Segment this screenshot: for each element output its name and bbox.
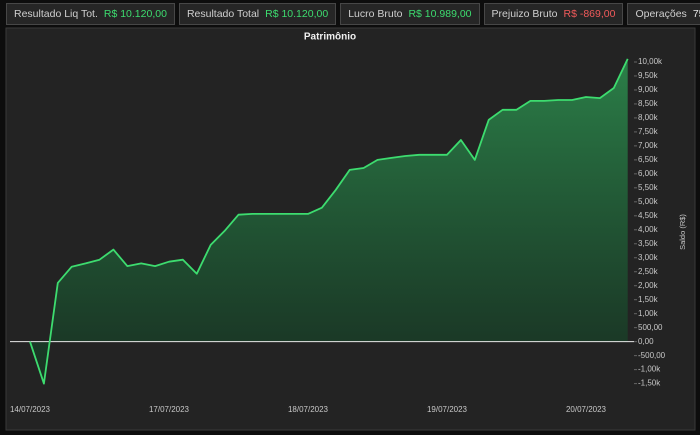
y-tick-label: 3,00k xyxy=(638,253,659,262)
y-axis-title: Saldo (R$) xyxy=(678,214,687,250)
y-tick-label: 5,00k xyxy=(638,197,659,206)
y-tick-label: 8,50k xyxy=(638,99,659,108)
stat-label: Resultado Liq Tot. xyxy=(14,8,98,20)
y-tick-label: -1,50k xyxy=(638,379,661,388)
y-tick-label: 5,50k xyxy=(638,183,659,192)
x-tick-label: 14/07/2023 xyxy=(10,405,51,414)
stat-label: Lucro Bruto xyxy=(348,8,403,20)
y-tick-label: 6,50k xyxy=(638,155,659,164)
y-tick-label: 8,00k xyxy=(638,113,659,122)
x-tick-label: 20/07/2023 xyxy=(566,405,607,414)
stat: Resultado Liq Tot. R$ 10.120,00 xyxy=(6,3,175,25)
stat-value: R$ -869,00 xyxy=(563,8,616,20)
stat: Lucro Bruto R$ 10.989,00 xyxy=(340,3,480,25)
line xyxy=(29,58,629,385)
y-tick-label: 0,00 xyxy=(638,337,654,346)
y-tick-label: 9,00k xyxy=(638,85,659,94)
area xyxy=(30,58,628,384)
stat-label: Resultado Total xyxy=(186,8,260,20)
y-tick-label: 2,50k xyxy=(638,267,659,276)
x-tick-label: 17/07/2023 xyxy=(149,405,190,414)
y-tick-label: 4,00k xyxy=(638,225,659,234)
stat-value: R$ 10.989,00 xyxy=(408,8,472,20)
chart-title: Patrimônio xyxy=(304,32,356,43)
y-tick-label: 500,00 xyxy=(638,323,663,332)
x-tick-label: 19/07/2023 xyxy=(427,405,468,414)
y-tick-label: 9,50k xyxy=(638,71,659,80)
y-tick-label: 2,00k xyxy=(638,281,659,290)
stat-label: Prejuizo Bruto xyxy=(491,8,558,20)
stat-label: Operações xyxy=(635,8,687,20)
y-tick-label: 10,00k xyxy=(638,57,663,66)
y-tick-label: 6,00k xyxy=(638,169,659,178)
y-tick-label: 1,50k xyxy=(638,295,659,304)
y-tick-label: 3,50k xyxy=(638,239,659,248)
y-tick-label: 1,00k xyxy=(638,309,659,318)
stat-value: 75 xyxy=(692,8,700,20)
y-tick-label: 7,50k xyxy=(638,127,659,136)
y-tick-label: 4,50k xyxy=(638,211,659,220)
stat: Operações 75 xyxy=(627,3,700,25)
stat-value: R$ 10.120,00 xyxy=(103,8,167,20)
y-tick-label: 7,00k xyxy=(638,141,659,150)
stat: Prejuizo Bruto R$ -869,00 xyxy=(483,3,624,25)
stats-bar: Resultado Liq Tot. R$ 10.120,00 Resultado … xyxy=(6,3,700,25)
x-tick-label: 18/07/2023 xyxy=(288,405,329,414)
stat-value: R$ 10.120,00 xyxy=(265,8,329,20)
y-tick-label: -500,00 xyxy=(638,351,666,360)
stat: Resultado Total R$ 10.120,00 xyxy=(178,3,337,25)
y-tick-label: -1,00k xyxy=(638,365,661,374)
